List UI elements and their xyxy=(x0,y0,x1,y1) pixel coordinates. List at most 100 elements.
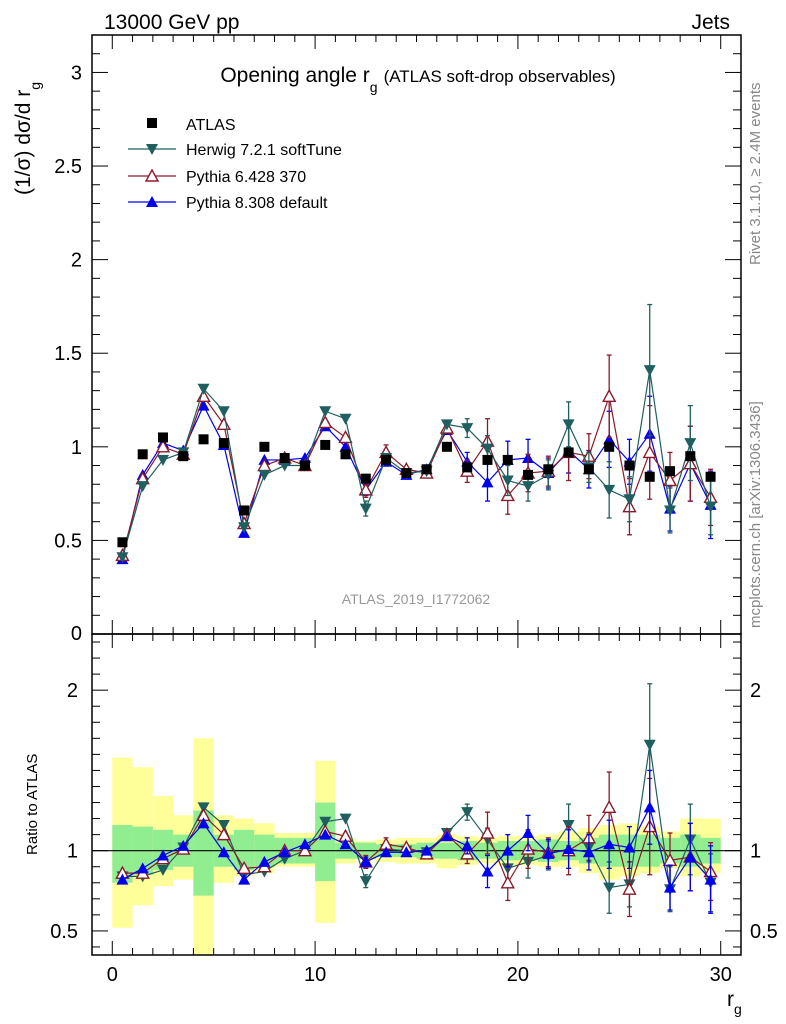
main-point-atlas xyxy=(665,466,676,477)
ratio-band-inner xyxy=(112,824,133,883)
ratio-point-pythia8 xyxy=(400,846,413,858)
main-point-atlas xyxy=(259,441,270,452)
main-point-herwig xyxy=(623,494,636,506)
main-point-atlas xyxy=(137,449,148,460)
main-point-herwig xyxy=(359,503,372,515)
main-point-herwig xyxy=(522,481,535,493)
main-point-atlas xyxy=(441,441,452,452)
ratio-point-pythia6 xyxy=(500,875,515,889)
main-point-pythia6 xyxy=(662,473,678,487)
x-tick-label: 20 xyxy=(507,964,529,986)
main-point-atlas xyxy=(157,432,168,443)
ratio-point-pythia6 xyxy=(297,843,313,857)
main-point-atlas xyxy=(178,451,189,462)
legend-entry-pythia8: Pythia 8.308 default xyxy=(128,195,328,212)
header-left-label: 13000 GeV pp xyxy=(104,11,239,34)
ratio-point-pythia8 xyxy=(481,865,494,877)
legend-marker-atlas xyxy=(147,118,157,128)
main-point-atlas xyxy=(462,462,473,473)
main-y-tick-label: 0.5 xyxy=(54,530,82,552)
main-point-herwig xyxy=(562,419,575,431)
main-point-pythia6 xyxy=(642,444,657,459)
main-title: Opening angle rg(ATLAS soft-drop observa… xyxy=(220,64,615,95)
ratio-point-pythia8 xyxy=(461,839,474,851)
ratio-point-pythia8 xyxy=(522,827,535,839)
main-point-pythia6 xyxy=(318,415,333,429)
ratio-series-pythia8 xyxy=(116,769,717,914)
ratio-point-pythia8 xyxy=(217,846,230,858)
ratio-y-tick-label-right: 2 xyxy=(750,680,761,702)
main-point-pythia6 xyxy=(216,416,232,431)
main-series-herwig xyxy=(116,303,717,564)
ratio-y-tick-label-right: 0.5 xyxy=(750,921,778,943)
legend-entry-pythia6: Pythia 6.428 370 xyxy=(128,168,306,186)
ratio-point-pythia8 xyxy=(197,817,210,829)
ratio-point-pythia8 xyxy=(116,873,129,885)
main-point-atlas xyxy=(340,449,351,460)
main-point-herwig xyxy=(319,406,332,418)
main-point-pythia6 xyxy=(257,458,272,472)
main-point-herwig xyxy=(197,383,210,395)
ratio-point-pythia6 xyxy=(236,860,252,875)
ratio-point-pythia8 xyxy=(603,838,616,850)
main-point-atlas xyxy=(604,441,615,452)
main-point-atlas xyxy=(685,451,696,462)
ratio-frame xyxy=(91,633,742,956)
ratio-point-pythia8 xyxy=(420,844,433,856)
ratio-band-inner xyxy=(315,802,336,882)
main-point-atlas xyxy=(239,505,250,516)
ratio-point-pythia8 xyxy=(542,847,555,859)
main-point-herwig xyxy=(704,501,717,513)
main-point-atlas xyxy=(563,447,574,458)
mcplots-label: mcplots.cern.ch [arXiv:1306.3436] xyxy=(747,401,764,628)
ratio-point-pythia6 xyxy=(601,799,617,814)
main-y-label: (1/σ) dσ/d rg xyxy=(12,82,43,195)
main-point-atlas xyxy=(320,439,331,450)
main-y-tick-label: 2.5 xyxy=(54,156,82,178)
ratio-point-pythia8 xyxy=(359,855,372,867)
ratio-point-herwig xyxy=(319,816,332,828)
ratio-point-herwig xyxy=(156,864,169,876)
main-point-herwig xyxy=(136,481,149,493)
main-point-herwig xyxy=(278,460,291,472)
legend-marker-pythia6 xyxy=(144,168,160,182)
main-point-pythia6 xyxy=(358,482,373,496)
main-point-herwig xyxy=(258,469,271,481)
ratio-point-pythia6 xyxy=(480,825,495,839)
main-point-pythia8 xyxy=(339,440,352,452)
ratio-point-pythia8 xyxy=(582,846,595,858)
main-line-herwig xyxy=(121,369,712,558)
ratio-point-pythia8 xyxy=(562,843,575,855)
ratio-point-herwig xyxy=(217,819,230,831)
main-point-pythia6 xyxy=(155,439,171,453)
main-point-atlas xyxy=(502,454,513,465)
ratio-point-herwig xyxy=(461,807,474,819)
legend-marker-herwig xyxy=(146,144,158,155)
ratio-band-inner xyxy=(193,810,214,896)
main-point-atlas xyxy=(583,464,594,475)
ratio-point-herwig xyxy=(197,802,210,814)
legend-entry-herwig: Herwig 7.2.1 softTune xyxy=(128,142,342,159)
rivet-label: Rivet 3.1.10, ≥ 2.4M events xyxy=(747,83,764,266)
main-line-pythia8 xyxy=(121,404,712,560)
x-tick-label: 0 xyxy=(107,964,118,986)
legend-label-herwig: Herwig 7.2.1 softTune xyxy=(186,142,342,159)
main-point-herwig xyxy=(238,522,251,534)
ratio-point-pythia8 xyxy=(643,801,656,813)
main-point-atlas xyxy=(117,537,128,548)
main-point-atlas xyxy=(360,473,371,484)
main-panel: 0.5 1 1.5 2 2.5 3 0 Opening angle rg(ATLAS sof… xyxy=(12,34,742,645)
main-point-herwig xyxy=(501,475,514,487)
main-point-herwig xyxy=(156,454,169,466)
main-line-pythia6 xyxy=(121,393,712,556)
main-y-tick-label: 3 xyxy=(71,62,82,84)
ratio-y-tick-label-left: 0.5 xyxy=(50,921,78,943)
main-point-herwig xyxy=(684,438,697,450)
ratio-point-pythia8 xyxy=(156,849,169,861)
main-point-pythia6 xyxy=(601,388,617,402)
ratio-point-pythia8 xyxy=(339,838,352,850)
main-point-herwig xyxy=(116,552,129,564)
ratio-point-pythia8 xyxy=(380,846,393,858)
ratio-y-tick-label-left: 2 xyxy=(67,680,78,702)
main-point-pythia8 xyxy=(481,476,494,488)
